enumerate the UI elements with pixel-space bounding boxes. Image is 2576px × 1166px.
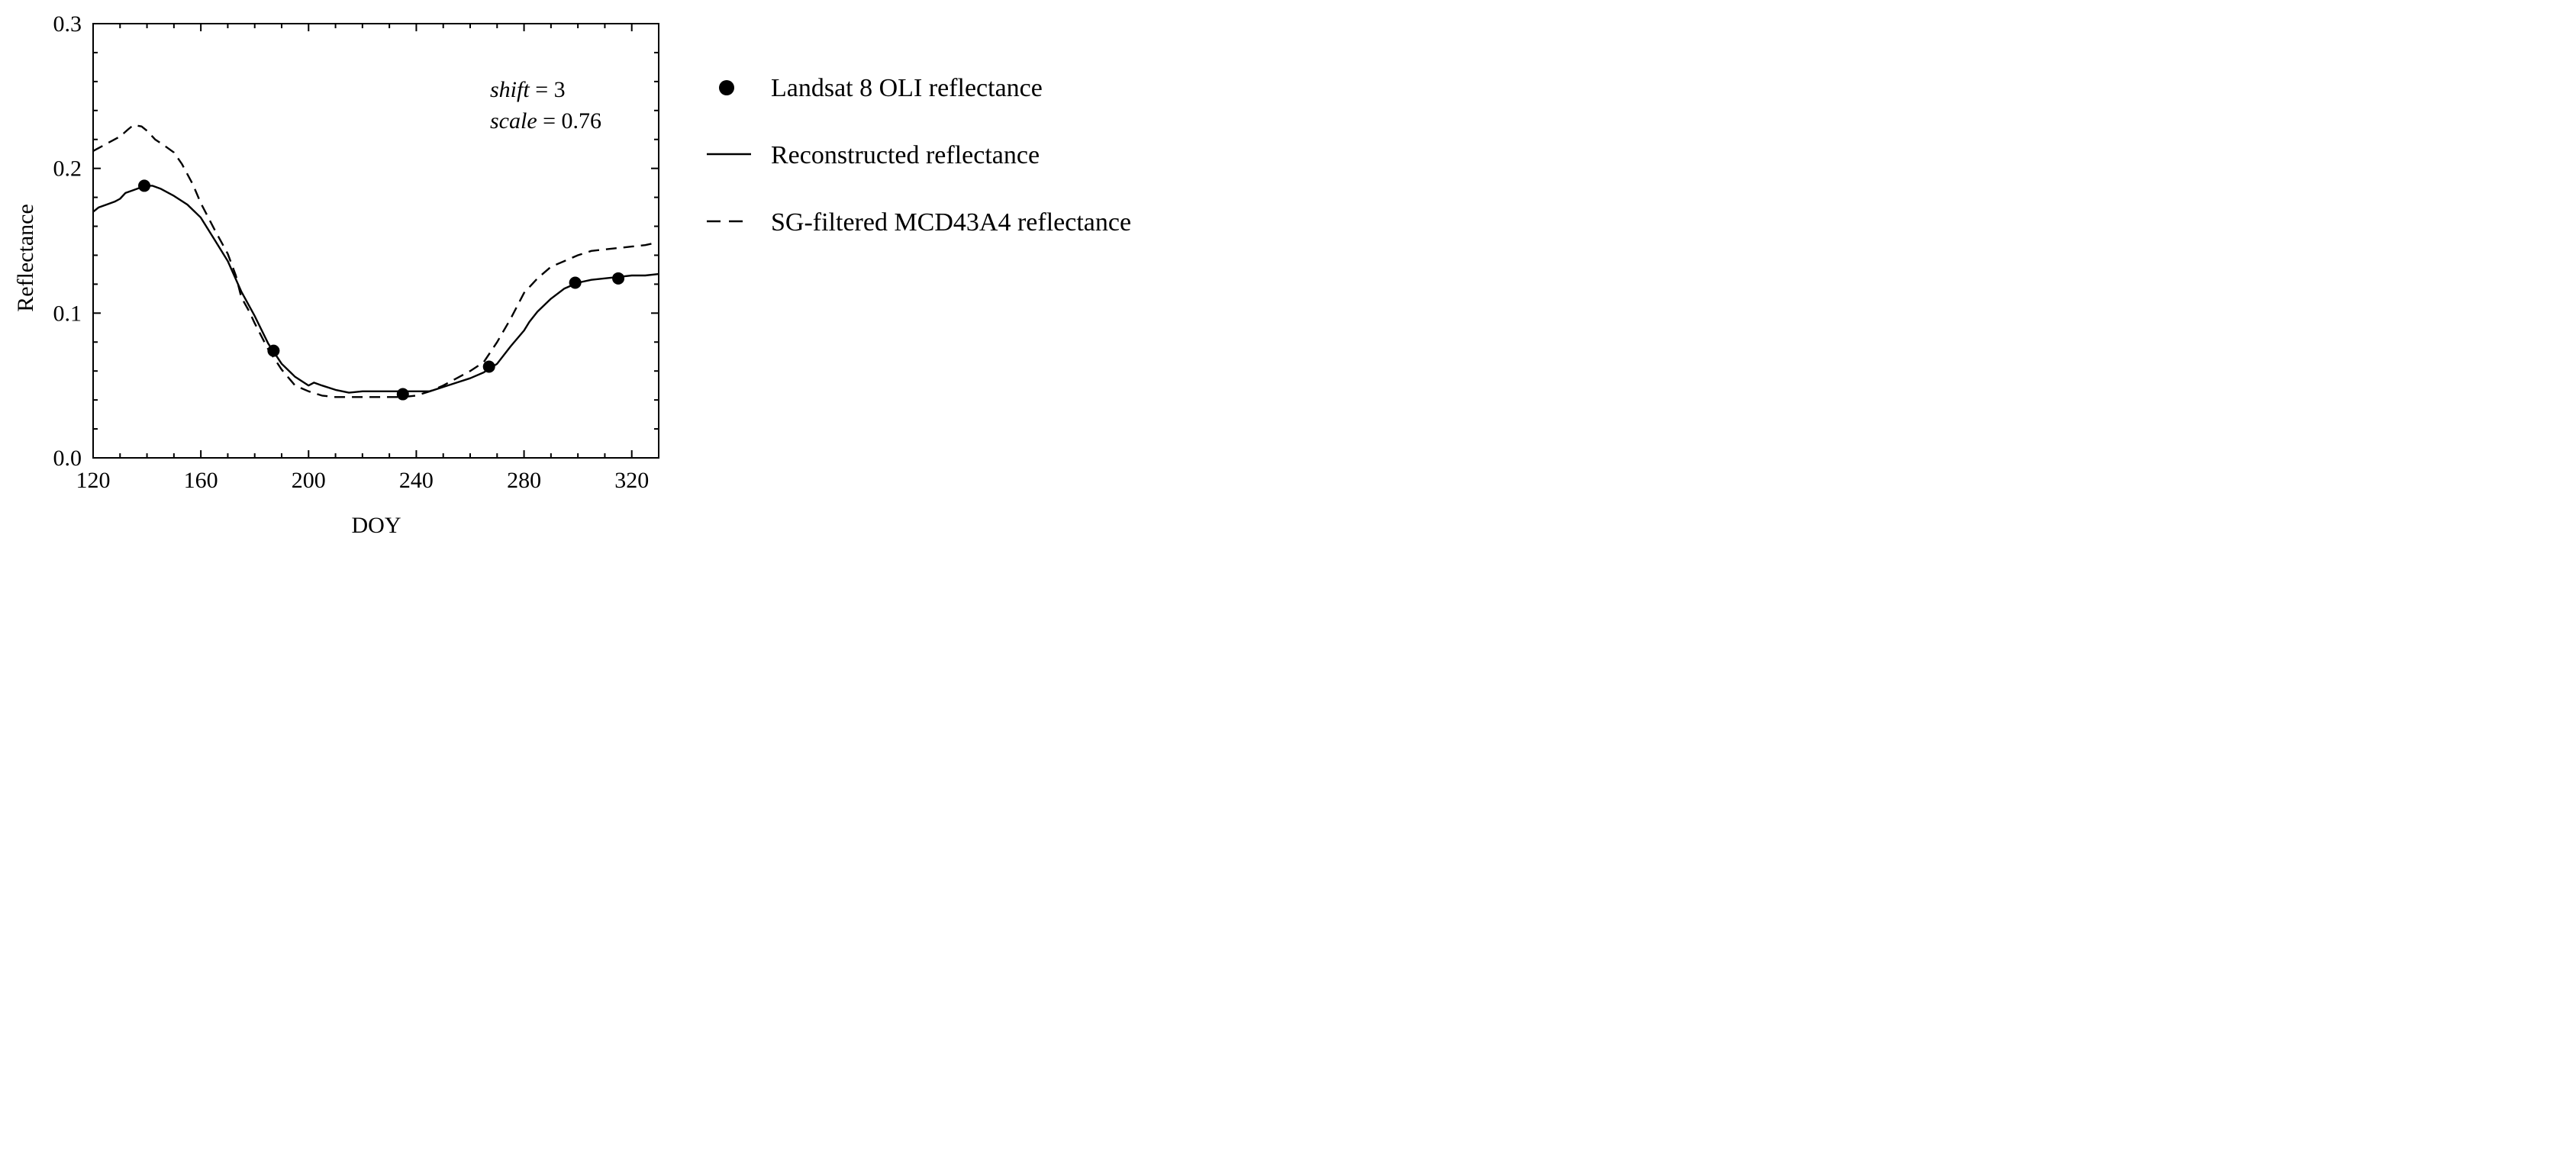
y-axis-label: Reflectance bbox=[13, 204, 38, 312]
legend: Landsat 8 OLI reflectance Reconstructed … bbox=[707, 74, 1131, 237]
x-tick-label: 160 bbox=[184, 468, 218, 493]
annotation-scale-label: scale bbox=[490, 108, 537, 134]
annotation-scale-value: = 0.76 bbox=[537, 108, 601, 134]
legend-item-sg-filtered: SG-filtered MCD43A4 reflectance bbox=[707, 208, 1131, 237]
y-tick-label: 0.1 bbox=[53, 301, 82, 326]
chart-background bbox=[0, 0, 1197, 541]
plot-frame bbox=[92, 23, 659, 459]
x-tick-label: 240 bbox=[399, 468, 434, 493]
x-tick-label: 200 bbox=[292, 468, 326, 493]
legend-label-landsat: Landsat 8 OLI reflectance bbox=[771, 74, 1043, 102]
x-axis-label: DOY bbox=[352, 513, 401, 538]
annotation-shift: shift = 3 bbox=[490, 77, 566, 102]
reconstructed-line bbox=[92, 185, 659, 394]
landsat-point bbox=[396, 388, 409, 401]
annotation-shift-value: = 3 bbox=[530, 77, 566, 102]
legend-item-reconstructed: Reconstructed reflectance bbox=[707, 141, 1040, 169]
landsat-point bbox=[612, 272, 625, 285]
chart: 120 160 200 240 280 320 0.0 0.1 0.2 0.3 DOY Refle… bbox=[0, 0, 1197, 541]
x-tick-label: 120 bbox=[76, 468, 111, 493]
axis-tick-labels: 120 160 200 240 280 320 0.0 0.1 0.2 0.3 bbox=[53, 11, 650, 493]
annotation-shift-label: shift bbox=[490, 77, 530, 102]
y-tick-label: 0.3 bbox=[53, 11, 82, 37]
legend-label-reconstructed: Reconstructed reflectance bbox=[771, 141, 1040, 169]
x-tick-label: 280 bbox=[507, 468, 541, 493]
annotation-scale: scale = 0.76 bbox=[490, 108, 601, 134]
legend-label-sg-filtered: SG-filtered MCD43A4 reflectance bbox=[771, 208, 1131, 237]
data-series bbox=[92, 124, 659, 401]
legend-marker-circle bbox=[719, 80, 734, 95]
x-tick-label: 320 bbox=[614, 468, 649, 493]
y-tick-label: 0.0 bbox=[53, 446, 82, 471]
landsat-point bbox=[482, 360, 495, 373]
sg-filtered-line bbox=[92, 124, 659, 398]
y-tick-label: 0.2 bbox=[53, 156, 82, 182]
legend-item-landsat: Landsat 8 OLI reflectance bbox=[719, 74, 1043, 102]
